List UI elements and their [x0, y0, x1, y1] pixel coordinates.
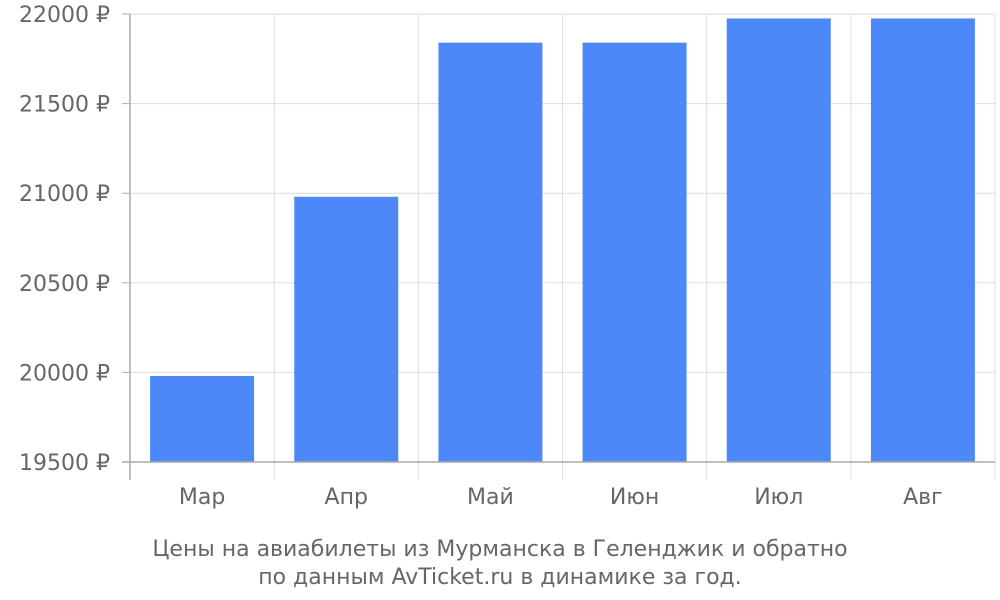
y-tick-label: 21000 ₽ — [19, 182, 110, 207]
chart-caption-line-2: по данным AvTicket.ru в динамике за год. — [258, 565, 742, 590]
x-tick-label: Апр — [325, 485, 368, 510]
y-tick-labels: 19500 ₽ 20000 ₽ 20500 ₽ 21000 ₽ 21500 ₽ 22000… — [19, 3, 110, 476]
y-tick-label: 22000 ₽ — [19, 3, 110, 28]
chart-caption-line-1: Цены на авиабилеты из Мурманска в Геленд… — [152, 537, 847, 562]
bar-5 — [726, 18, 831, 462]
bars-layer — [150, 18, 975, 463]
x-tick-label: Май — [467, 485, 514, 510]
bar-6 — [870, 18, 975, 462]
bar-1 — [150, 375, 255, 462]
y-tick-label: 20000 ₽ — [19, 361, 110, 386]
x-tick-label: Авг — [903, 485, 943, 510]
axis-layer — [122, 14, 995, 480]
bar-2 — [294, 196, 399, 462]
y-tick-label: 21500 ₽ — [19, 93, 110, 118]
bar-4 — [582, 42, 687, 463]
x-tick-label: Июн — [610, 485, 659, 510]
x-tick-label: Мар — [179, 485, 225, 510]
x-tick-labels: Мар Апр Май Июн Июл Авг — [179, 485, 943, 510]
x-tick-label: Июл — [754, 485, 803, 510]
y-tick-label: 20500 ₽ — [19, 272, 110, 297]
bar-3 — [438, 42, 543, 463]
grid-layer — [122, 13, 996, 480]
y-tick-label: 19500 ₽ — [19, 451, 110, 476]
